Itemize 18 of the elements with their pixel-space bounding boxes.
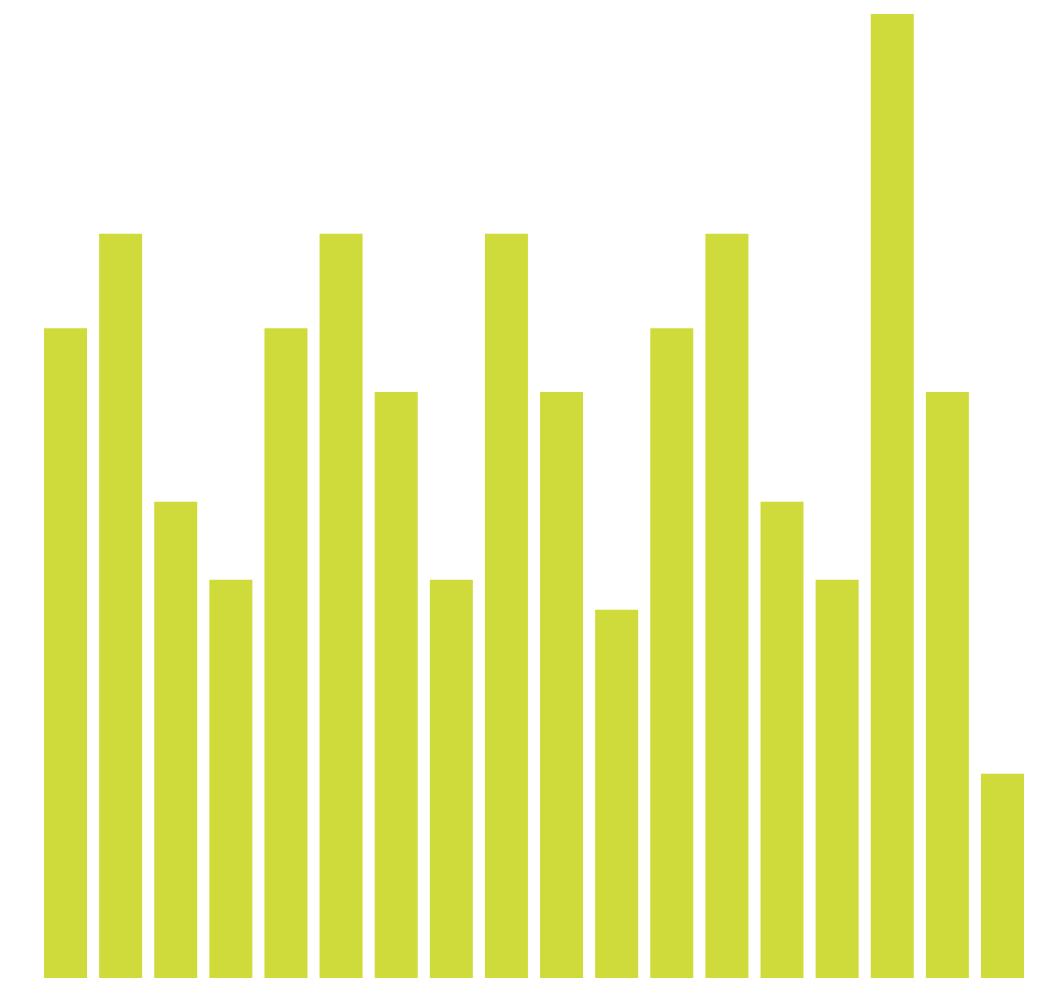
- bar: [154, 501, 198, 978]
- bar: [429, 579, 473, 978]
- bar: [484, 233, 528, 978]
- bar: [99, 233, 143, 978]
- bar: [925, 391, 969, 978]
- bar: [705, 233, 749, 978]
- bar: [540, 391, 584, 978]
- bar: [981, 773, 1024, 978]
- bar: [760, 501, 804, 978]
- bar: [44, 328, 87, 978]
- bar: [595, 609, 639, 978]
- bar: [815, 579, 859, 978]
- bar: [264, 328, 308, 978]
- bar: [319, 233, 363, 978]
- bar: [650, 328, 694, 978]
- bar: [209, 579, 253, 978]
- bar: [374, 391, 418, 978]
- bar: [870, 14, 914, 978]
